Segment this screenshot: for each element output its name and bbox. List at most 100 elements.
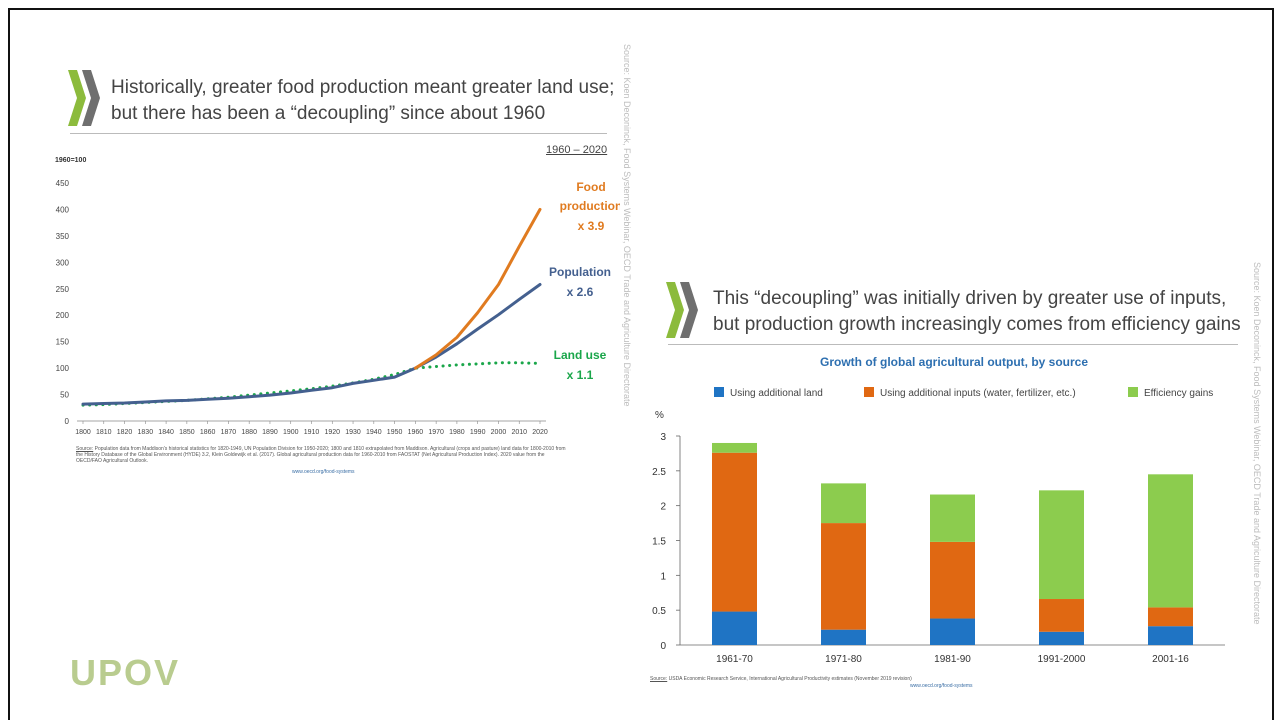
right-source-vertical: Source: Koen Deconinck, Food Systems Web… xyxy=(1252,262,1262,625)
y-tick-label: 150 xyxy=(56,338,70,347)
left-footnote-label: Source: xyxy=(76,446,94,452)
series-line-0 xyxy=(413,207,542,370)
x-tick-label: 1830 xyxy=(138,429,154,436)
y-tick-label: 2 xyxy=(660,502,666,513)
y-tick-label: 300 xyxy=(56,258,70,267)
y-tick-label: 100 xyxy=(56,364,70,373)
bar-segment-0 xyxy=(712,611,757,645)
legend-land-swatch xyxy=(714,387,724,397)
legend-efficiency-label: Efficiency gains xyxy=(1144,388,1214,399)
bar-segment-0 xyxy=(1039,631,1084,645)
y-unit-label: 1960=100 xyxy=(55,157,86,164)
food-label-line3: x 3.9 xyxy=(578,219,605,233)
x-tick-label: 1870 xyxy=(221,429,237,436)
slide-frame xyxy=(8,8,1274,720)
bar-chart-title: Growth of global agricultural output, by… xyxy=(820,355,1089,369)
land-label-line1: Land use xyxy=(554,348,607,362)
bar-segment-1 xyxy=(712,452,757,612)
x-tick-label: 1880 xyxy=(241,429,257,436)
bar-segment-0 xyxy=(1148,626,1193,645)
period-label: 1960 – 2020 xyxy=(546,144,608,156)
x-tick-label: 2001-16 xyxy=(1152,654,1189,665)
x-tick-label: 1950 xyxy=(387,429,403,436)
x-tick-label: 1840 xyxy=(158,429,174,436)
food-label-line1: Food xyxy=(576,180,605,194)
legend-inputs: Using additional inputs (water, fertiliz… xyxy=(864,387,1076,399)
legend-inputs-label: Using additional inputs (water, fertiliz… xyxy=(880,388,1076,399)
land-label-line2: x 1.1 xyxy=(567,368,594,382)
x-tick-label: 1980 xyxy=(449,429,465,436)
y-tick-label: 1 xyxy=(660,571,666,582)
y-tick-label: 200 xyxy=(56,311,70,320)
x-tick-label: 1981-90 xyxy=(934,654,971,665)
left-title-line2: but there has been a “decoupling” since … xyxy=(111,103,546,124)
right-footnote: Source: USDA Economic Research Service, … xyxy=(650,676,1070,682)
right-footnote-label: Source: xyxy=(650,676,668,682)
bar-chart: % 0 0.5 1 1.5 2 2.5 3 1961-70 1971-80 1981-90 1991-… xyxy=(652,410,1225,665)
y-tick-label: 3 xyxy=(660,432,666,443)
x-tick-label: 1920 xyxy=(324,429,340,436)
x-tick-label: 1971-80 xyxy=(825,654,862,665)
bar-segment-2 xyxy=(821,483,866,524)
y-tick-label: 350 xyxy=(56,232,70,241)
x-tick-label: 1930 xyxy=(345,429,361,436)
x-tick-label: 1800 xyxy=(75,429,91,436)
bar-segment-1 xyxy=(1148,607,1193,627)
upov-logo: UPOV xyxy=(70,652,181,693)
left-footnote-text: Population data from Maddison's historic… xyxy=(76,446,566,464)
y-tick-label: 50 xyxy=(60,391,69,400)
y-tick-label: 1.5 xyxy=(652,537,666,548)
y-unit-label: % xyxy=(655,410,664,421)
bar-segment-0 xyxy=(930,618,975,645)
y-tick-label: 2.5 xyxy=(652,467,666,478)
legend-efficiency-swatch xyxy=(1128,387,1138,397)
right-footnote-text: USDA Economic Research Service, Internat… xyxy=(668,676,912,682)
bar-segment-1 xyxy=(821,523,866,630)
x-tick-label: 1970 xyxy=(428,429,444,436)
x-tick-label: 1990 xyxy=(470,429,486,436)
legend-land-label: Using additional land xyxy=(730,388,823,399)
left-footnote: Source: Population data from Maddison's … xyxy=(76,446,566,464)
bar-segment-2 xyxy=(1148,474,1193,608)
x-tick-label: 1961-70 xyxy=(716,654,753,665)
x-tick-label: 1810 xyxy=(96,429,112,436)
series-line-1 xyxy=(81,283,542,406)
x-tick-label: 1890 xyxy=(262,429,278,436)
series-line-2 xyxy=(81,361,542,407)
bar-segment-1 xyxy=(930,541,975,619)
bar-segment-0 xyxy=(821,629,866,645)
x-tick-label: 1940 xyxy=(366,429,382,436)
x-tick-label: 1960 xyxy=(408,429,424,436)
x-tick-label: 2020 xyxy=(532,429,548,436)
x-tick-label: 1850 xyxy=(179,429,195,436)
bar-segment-2 xyxy=(1039,490,1084,600)
x-tick-label: 1860 xyxy=(200,429,216,436)
right-title-line2: but production growth increasingly comes… xyxy=(713,314,1241,335)
y-tick-label: 0 xyxy=(660,641,666,652)
food-label-line2: production xyxy=(560,199,620,213)
population-label-line2: x 2.6 xyxy=(567,285,594,299)
line-chart: 1960=100 0 50 100 150 200 250 300 350 400 450 1800 1… xyxy=(55,157,620,436)
left-link[interactable]: www.oecd.org/food-systems xyxy=(292,469,355,475)
x-tick-label: 2010 xyxy=(511,429,527,436)
bar-segment-2 xyxy=(712,442,757,453)
bar-segment-2 xyxy=(930,494,975,542)
right-link[interactable]: www.oecd.org/food-systems xyxy=(910,683,973,689)
y-tick-label: 400 xyxy=(56,205,70,214)
left-title-rule xyxy=(70,133,607,134)
left-title-line1: Historically, greater food production me… xyxy=(111,77,615,98)
right-title-line1: This “decoupling” was initially driven b… xyxy=(713,288,1227,309)
x-tick-label: 2000 xyxy=(491,429,507,436)
y-tick-label: 0 xyxy=(65,417,70,426)
x-tick-label: 1910 xyxy=(304,429,320,436)
y-tick-label: 0.5 xyxy=(652,606,666,617)
right-title-rule xyxy=(668,344,1238,345)
legend-land: Using additional land xyxy=(714,387,823,399)
x-tick-label: 1991-2000 xyxy=(1038,654,1086,665)
x-tick-label: 1900 xyxy=(283,429,299,436)
legend-inputs-swatch xyxy=(864,387,874,397)
left-source-vertical: Source: Koen Deconinck, Food Systems Web… xyxy=(622,44,632,407)
x-tick-label: 1820 xyxy=(117,429,133,436)
population-label-line1: Population xyxy=(549,265,611,279)
legend-efficiency: Efficiency gains xyxy=(1128,387,1213,399)
